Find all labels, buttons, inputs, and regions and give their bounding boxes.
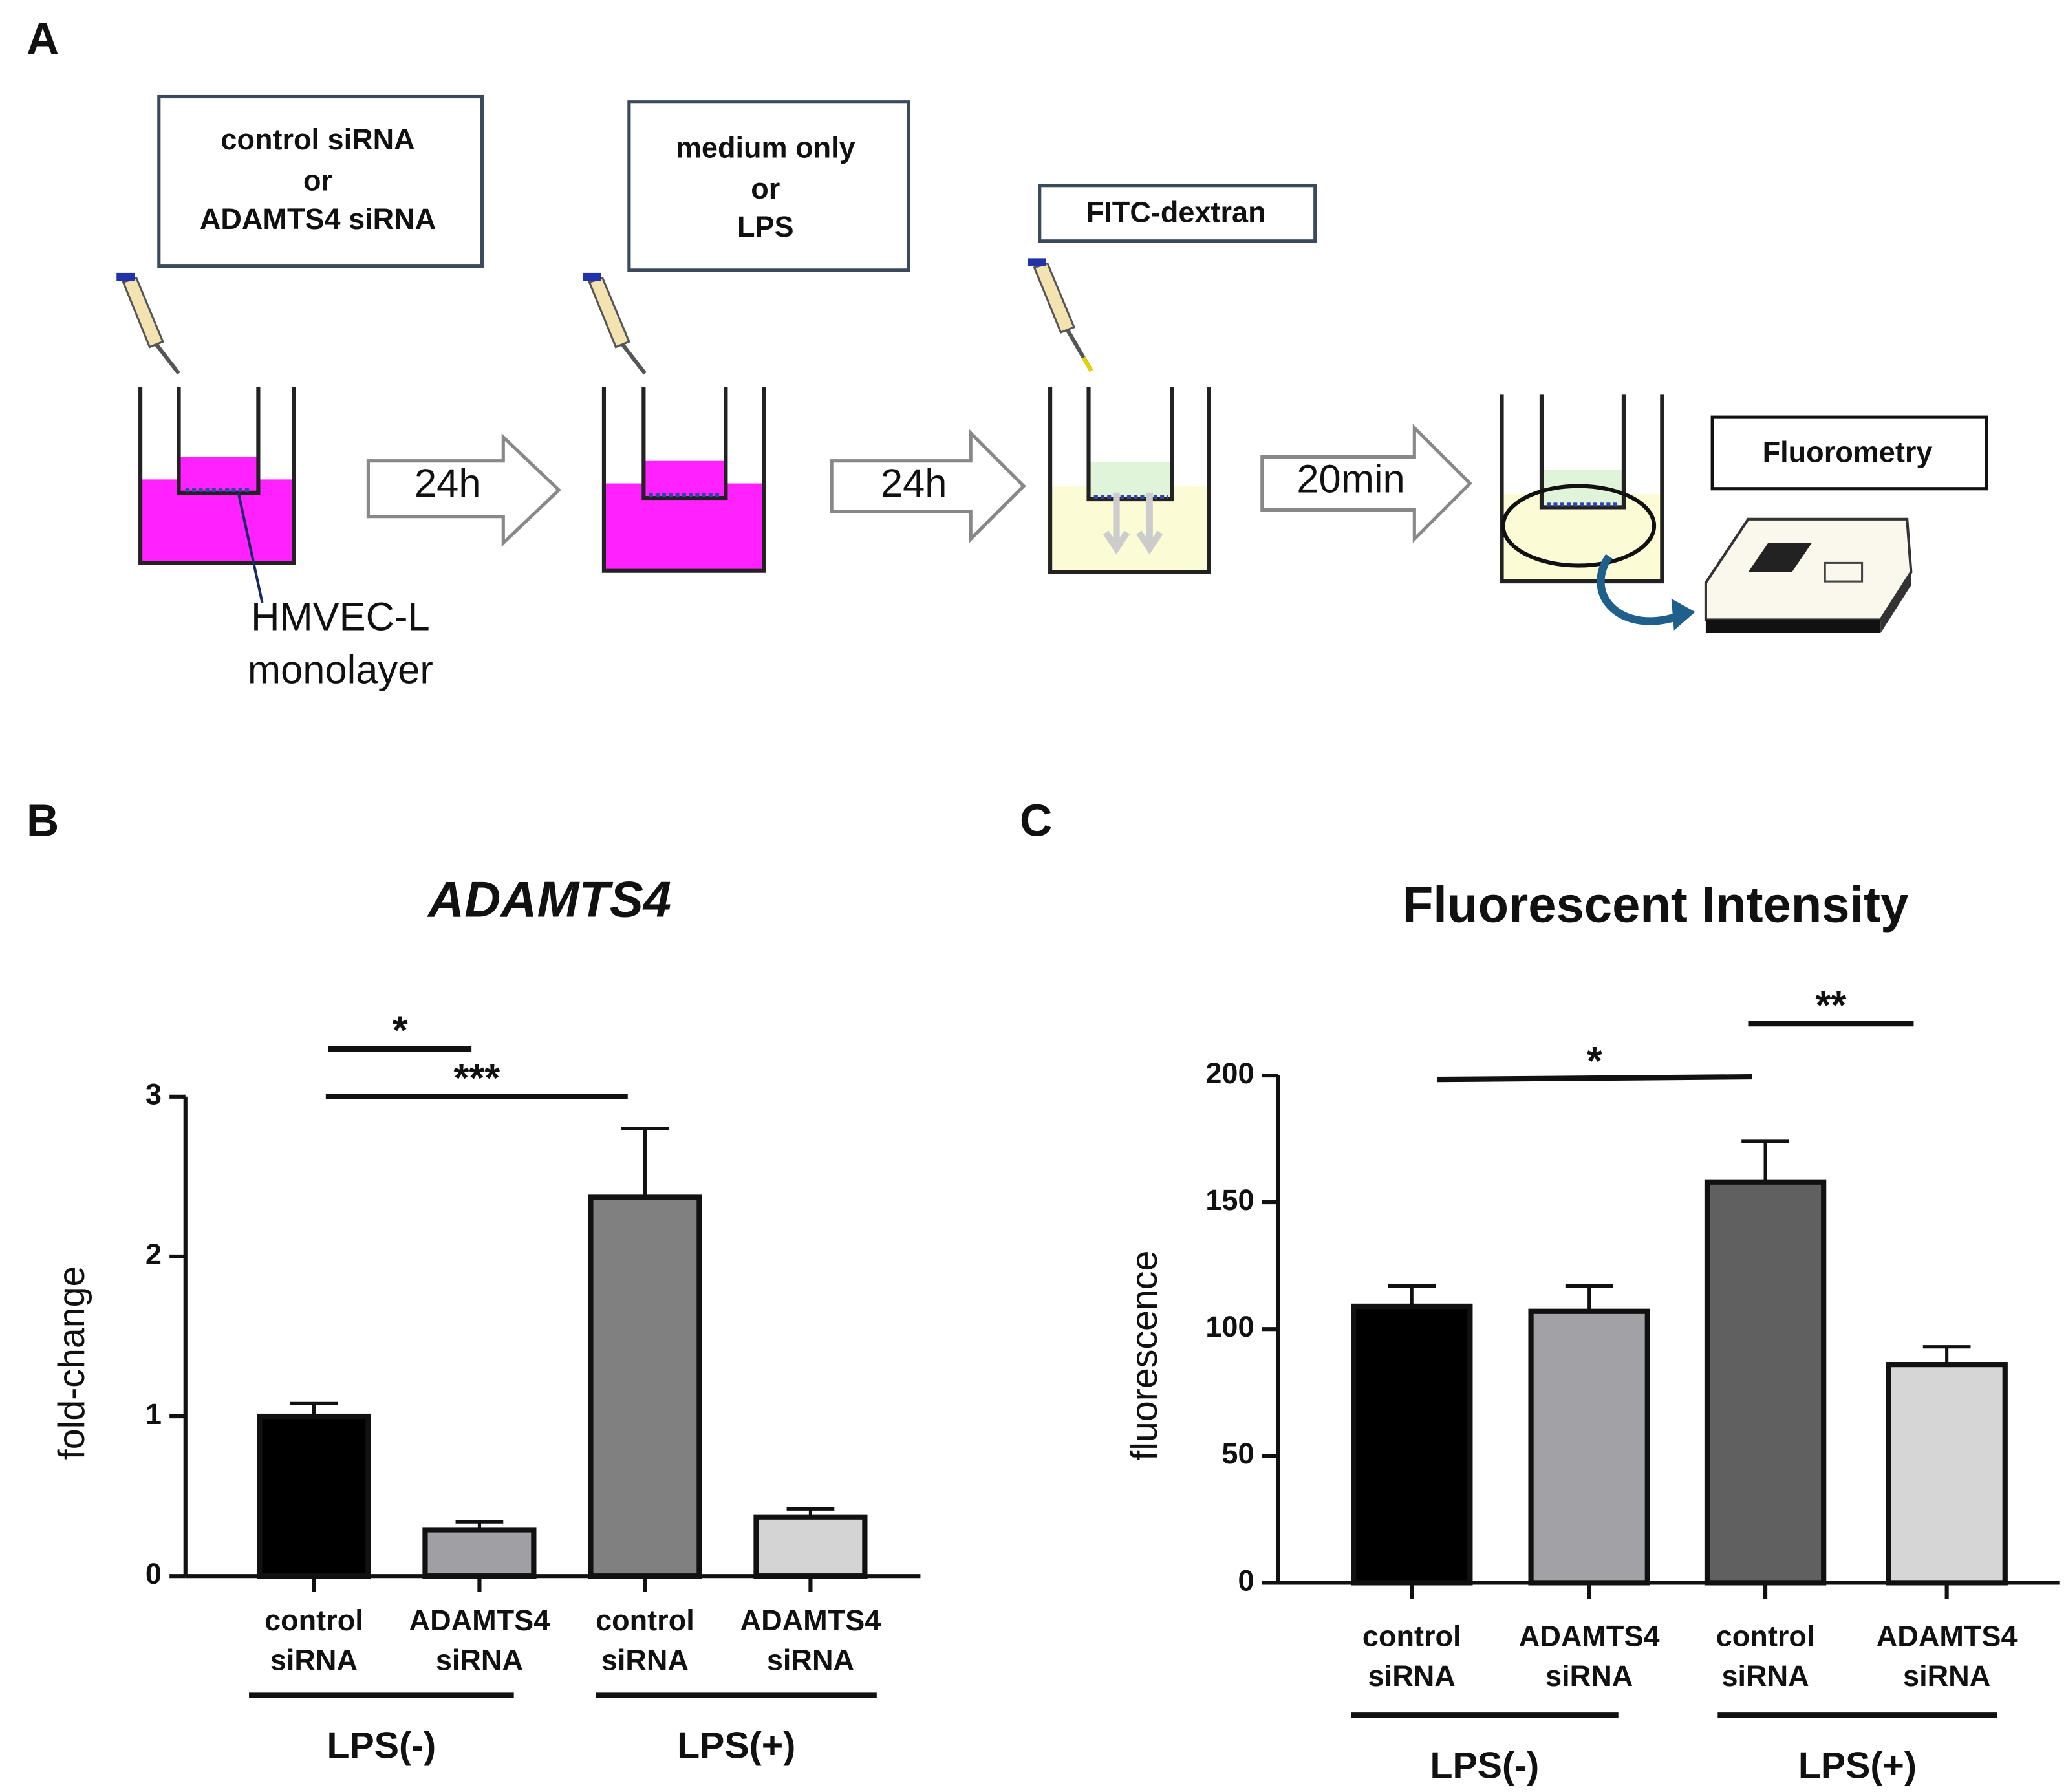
box-text: medium only (676, 131, 855, 164)
fluorometer (1704, 517, 1913, 633)
y-axis-label: fold-change (51, 1266, 92, 1460)
x-tick-label: ADAMTS4 siRNA (1877, 1619, 2018, 1692)
y-tick-label: 1 (145, 1398, 162, 1430)
box-text: or (303, 164, 332, 197)
box-text: LPS (737, 210, 794, 243)
box (157, 94, 484, 268)
y-axis-label: fluorescence (1124, 1251, 1165, 1461)
significance-label: * (1587, 1039, 1602, 1083)
y-tick-label: 200 (1205, 1057, 1254, 1090)
x-tick-label: ADAMTS4 siRNA (740, 1604, 881, 1676)
group-label: LPS(+) (677, 1725, 795, 1767)
significance-label: ** (1816, 983, 1847, 1028)
bar (753, 1514, 868, 1579)
x-tick-label: ADAMTS4 siRNA (409, 1604, 550, 1676)
x-tick-label: control siRNA (264, 1604, 363, 1676)
y-tick-label: 0 (1238, 1564, 1254, 1597)
step-arrow (366, 433, 562, 547)
well (138, 387, 296, 603)
well (601, 387, 766, 573)
instrument-label: Fluorometry (1763, 435, 1933, 468)
bar (1351, 1303, 1473, 1586)
cell-label: monolayer (248, 648, 433, 693)
step-arrow (830, 429, 1026, 543)
chart-title: Fluorescent Intensity (1403, 878, 1909, 933)
group-label: LPS(-) (1430, 1745, 1539, 1786)
chart-title: ADAMTS4 (427, 872, 671, 927)
bar (1886, 1362, 2008, 1586)
group-label: LPS(+) (1798, 1745, 1917, 1786)
box-text: or (751, 172, 780, 205)
significance-line (1437, 1074, 1752, 1083)
y-tick-label: 2 (145, 1238, 162, 1271)
well (1048, 387, 1211, 574)
panel-label: C (1020, 795, 1052, 845)
box (627, 100, 910, 272)
step-label: 24h (881, 461, 947, 506)
y-tick-label: 100 (1205, 1310, 1254, 1343)
panel-label: B (27, 795, 59, 845)
step-label: 24h (414, 461, 481, 506)
x-tick-label: control siRNA (1362, 1619, 1461, 1692)
x-tick-label: control siRNA (1716, 1619, 1815, 1692)
panel-label: A (27, 14, 59, 64)
bar (422, 1527, 537, 1579)
step-arrow (1260, 424, 1472, 543)
box-text: ADAMTS4 siRNA (200, 202, 436, 235)
bar (1528, 1308, 1650, 1586)
x-tick-label: ADAMTS4 siRNA (1519, 1619, 1660, 1692)
y-tick-label: 3 (145, 1078, 162, 1111)
step-label: 20min (1297, 457, 1404, 502)
box-text: control siRNA (221, 123, 414, 156)
pipette (583, 272, 647, 375)
x-tick-label: control siRNA (596, 1604, 694, 1676)
bar (588, 1194, 702, 1579)
y-tick-label: 0 (145, 1557, 162, 1590)
y-tick-label: 150 (1205, 1183, 1254, 1216)
box (1038, 184, 1317, 243)
bar (257, 1413, 371, 1579)
well (1500, 394, 1695, 631)
group-label: LPS(-) (327, 1725, 436, 1767)
significance-label: *** (453, 1055, 500, 1100)
box-text: FITC-dextran (1086, 196, 1266, 229)
box (1710, 415, 1988, 491)
bar (1704, 1179, 1827, 1586)
pipette (116, 272, 180, 375)
y-tick-label: 50 (1221, 1437, 1254, 1470)
pipette (1028, 258, 1093, 372)
cell-label: HMVEC-L (251, 595, 430, 640)
significance-label: * (393, 1008, 408, 1053)
